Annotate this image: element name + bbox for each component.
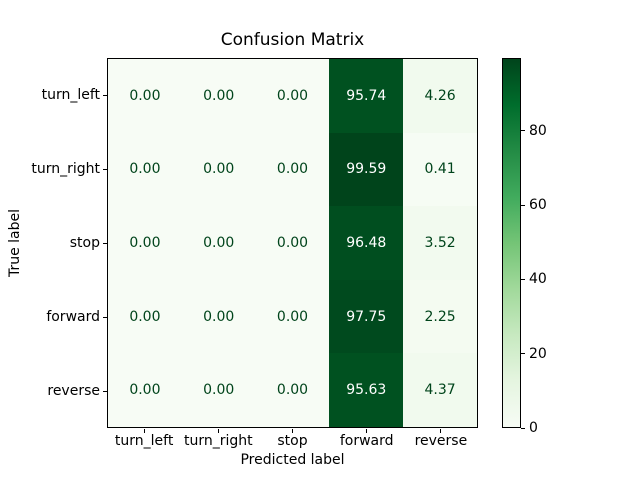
row-label-turn-left: turn_left: [41, 87, 100, 103]
col-label-turn-left: turn_left: [114, 433, 174, 449]
cell-reverse-turn-right: 0.00: [181, 353, 256, 427]
cell-reverse-turn-left: 0.00: [108, 353, 182, 427]
tick-mark: [521, 204, 525, 206]
cell-forward-forward: 97.75: [329, 279, 404, 354]
cell-stop-turn-left: 0.00: [108, 206, 182, 280]
col-label-turn-right: turn_right: [183, 433, 253, 449]
cell-reverse-stop: 0.00: [255, 353, 330, 427]
cell-turn-right-stop: 0.00: [255, 132, 330, 207]
tick-mark: [102, 390, 107, 392]
cell-turn-left-reverse: 4.26: [403, 59, 477, 133]
col-label-reverse: reverse: [414, 433, 468, 449]
cell-turn-left-stop: 0.00: [255, 59, 330, 133]
cell-stop-turn-right: 0.00: [181, 206, 256, 280]
cell-reverse-forward: 95.63: [329, 353, 404, 427]
tick-mark: [102, 94, 107, 96]
colorbar-tick-60: 60: [529, 197, 547, 214]
cell-stop-forward: 96.48: [329, 206, 404, 280]
cell-stop-stop: 0.00: [255, 206, 330, 280]
heatmap-grid: 0.00 0.00 0.00 95.74 4.26 0.00 0.00 0.00 99.59 0.…: [107, 58, 478, 428]
cell-forward-turn-right: 0.00: [181, 279, 256, 354]
row-label-forward: forward: [46, 309, 100, 325]
col-label-stop: stop: [277, 433, 308, 449]
tick-mark: [102, 168, 107, 170]
tick-mark: [521, 278, 525, 280]
colorbar: [502, 58, 521, 428]
cell-turn-left-forward: 95.74: [329, 59, 404, 133]
cell-forward-reverse: 2.25: [403, 279, 477, 354]
row-label-stop: stop: [69, 235, 100, 251]
cell-turn-right-turn-right: 0.00: [181, 132, 256, 207]
colorbar-tick-20: 20: [529, 345, 547, 362]
colorbar-tick-80: 80: [529, 122, 547, 139]
cell-turn-left-turn-right: 0.00: [181, 59, 256, 133]
tick-mark: [102, 316, 107, 318]
cell-forward-turn-left: 0.00: [108, 279, 182, 354]
row-label-reverse: reverse: [47, 383, 100, 399]
col-label-forward: forward: [339, 433, 394, 449]
colorbar-tick-0: 0: [529, 420, 538, 436]
cell-turn-left-turn-left: 0.00: [108, 59, 182, 133]
tick-mark: [440, 428, 442, 433]
row-label-turn-right: turn_right: [31, 161, 100, 177]
tick-mark: [143, 428, 145, 433]
tick-mark: [366, 428, 368, 433]
tick-mark: [521, 427, 525, 429]
tick-mark: [521, 130, 525, 132]
y-axis-label: True label: [7, 208, 23, 278]
cell-turn-right-reverse: 0.41: [403, 132, 477, 207]
colorbar-tick-40: 40: [529, 271, 547, 288]
tick-mark: [102, 242, 107, 244]
tick-mark: [521, 353, 525, 355]
chart-title: Confusion Matrix: [220, 30, 365, 50]
cell-forward-stop: 0.00: [255, 279, 330, 354]
cell-turn-right-turn-left: 0.00: [108, 132, 182, 207]
x-axis-label: Predicted label: [240, 452, 345, 468]
tick-mark: [217, 428, 219, 433]
tick-mark: [292, 428, 293, 433]
cell-reverse-reverse: 4.37: [403, 353, 477, 427]
cell-stop-reverse: 3.52: [403, 206, 477, 280]
cell-turn-right-forward: 99.59: [329, 132, 404, 207]
